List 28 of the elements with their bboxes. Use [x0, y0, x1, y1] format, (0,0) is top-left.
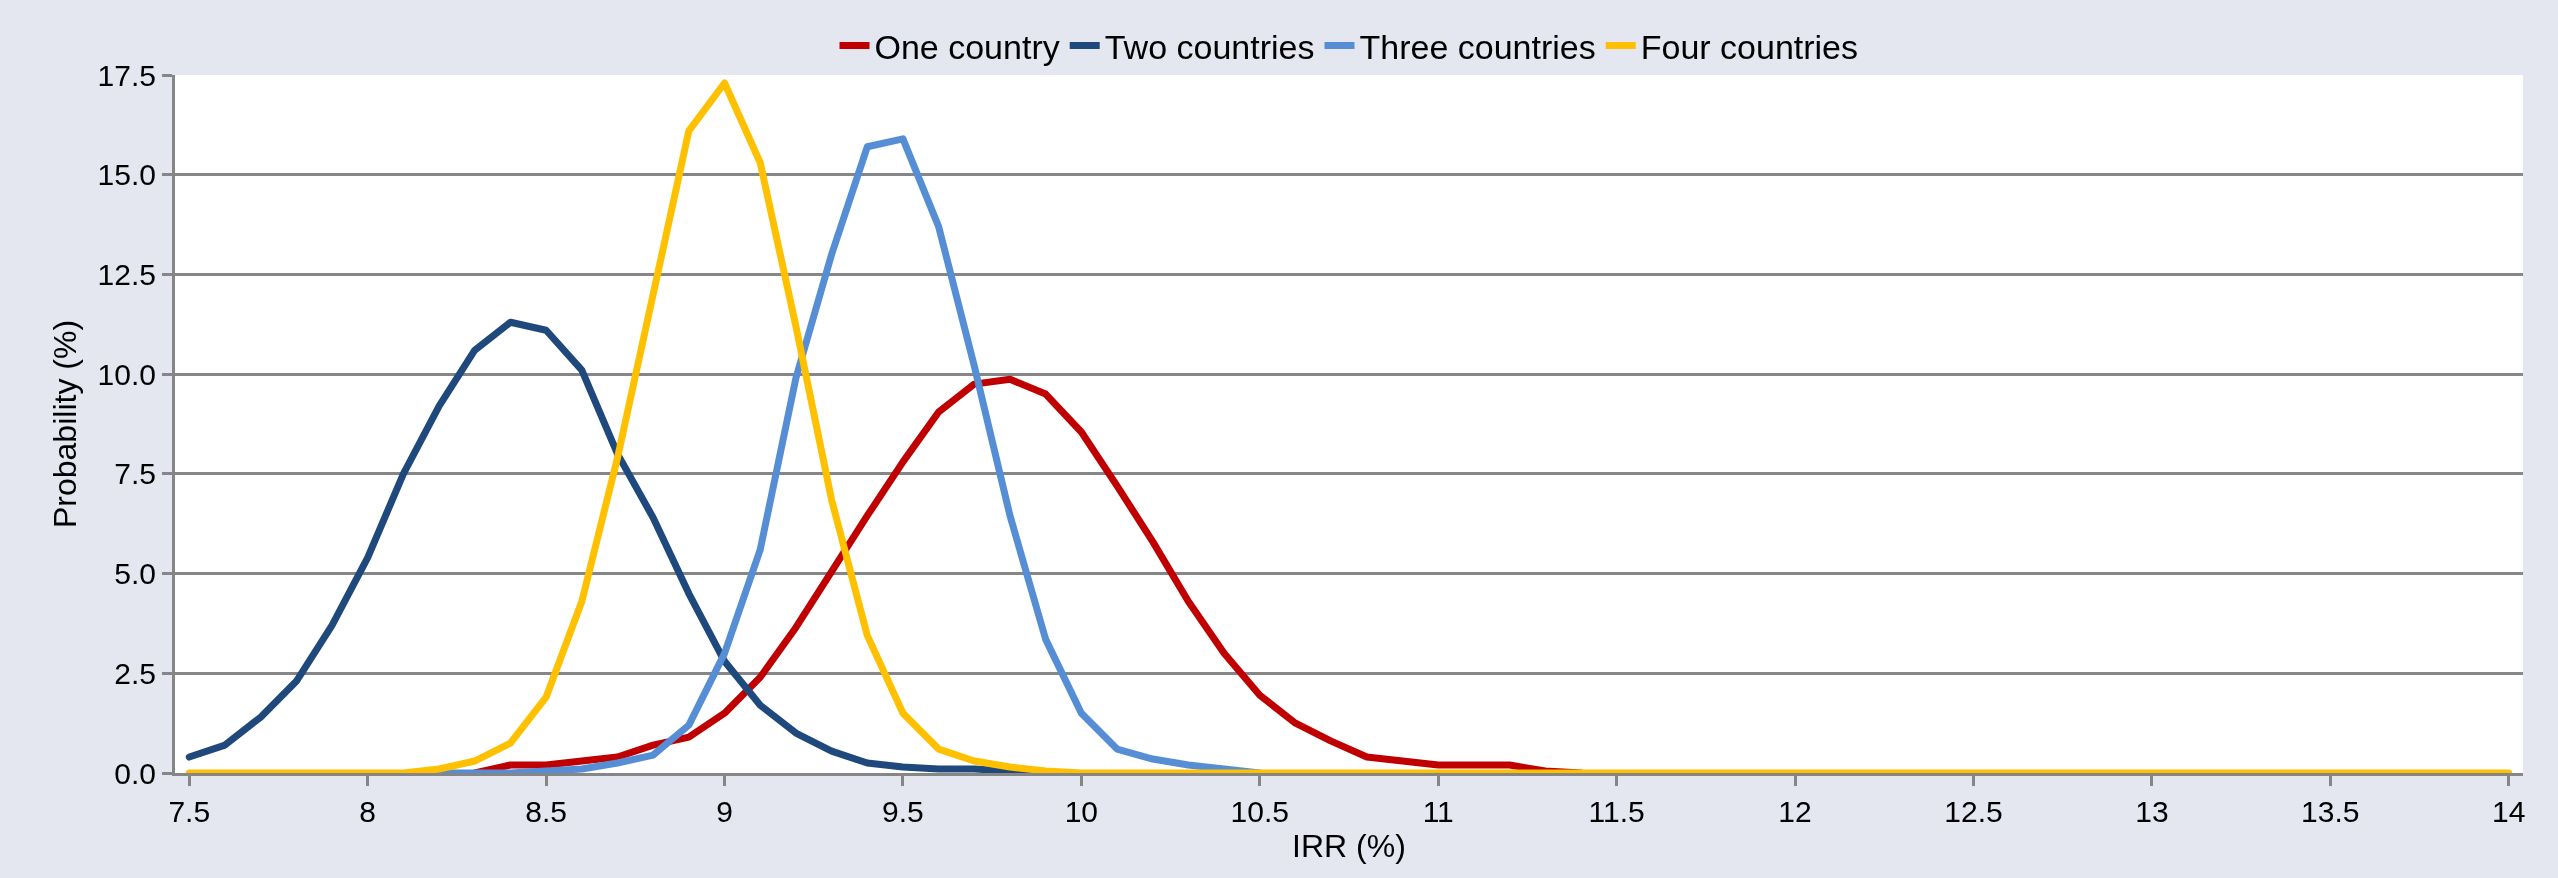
x-tick-label: 14 [2492, 795, 2526, 828]
x-tick-label: 10.5 [1230, 795, 1289, 828]
x-tick-label: 10 [1064, 795, 1099, 828]
y-tick-label: 17.5 [97, 58, 156, 92]
legend-label: Four countries [1640, 27, 1859, 66]
x-tick-label: 11 [1422, 795, 1454, 828]
legend-label: Two countries [1104, 27, 1315, 66]
y-tick-label: 7.5 [114, 457, 156, 491]
x-tick-label: 8.5 [525, 795, 567, 828]
x-tick-label: 12.5 [1944, 795, 2003, 828]
y-tick-label: 0.0 [114, 756, 156, 790]
x-tick-label: 8 [359, 795, 377, 828]
x-tick-label: 12 [1778, 795, 1812, 828]
x-tick-label: 7.5 [168, 795, 211, 828]
legend-label: Three countries [1359, 27, 1596, 66]
y-tick-label: 15.0 [97, 158, 156, 192]
x-tick-label: 9 [716, 795, 733, 828]
legend-label: One country [874, 27, 1060, 66]
y-tick-label: 10.0 [97, 357, 156, 391]
y-tick-label: 12.5 [97, 257, 156, 291]
x-tick-label: 13.5 [2301, 795, 2360, 828]
x-tick-label: 13 [2135, 795, 2169, 828]
x-tick-label: 11.5 [1588, 795, 1645, 828]
y-axis-title: Probability (%) [46, 319, 83, 529]
y-tick-label: 5.0 [114, 557, 156, 591]
y-tick-label: 2.5 [114, 656, 156, 690]
x-tick-label: 9.5 [882, 795, 924, 828]
x-axis-title: IRR (%) [1292, 827, 1406, 864]
